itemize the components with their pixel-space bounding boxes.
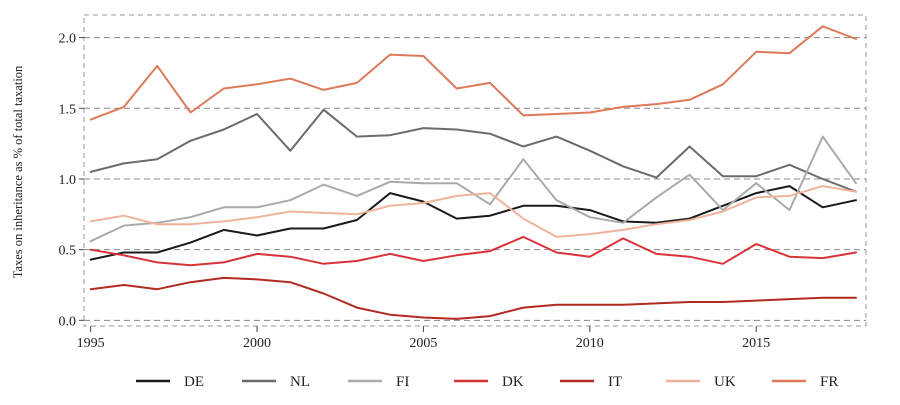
x-tick-label: 2000 [243, 336, 271, 351]
y-tick-label: 0.5 [59, 244, 77, 259]
legend-label-fi: FI [396, 374, 409, 390]
legend: DE NL FI DK IT UK FR [136, 374, 838, 390]
legend-label-de: DE [184, 374, 204, 390]
x-tick-label: 2015 [742, 336, 770, 351]
y-tick-label: 2.0 [59, 32, 77, 47]
series-lines [89, 25, 857, 320]
gridlines [84, 37, 866, 321]
series-line-de [89, 185, 857, 261]
y-axis-title: Taxes on inheritance as % of total taxat… [11, 65, 25, 278]
legend-label-nl: NL [290, 374, 310, 390]
y-axis: 0.0 0.5 1.0 1.5 2.0 [59, 32, 84, 329]
x-axis: 1995 2000 2005 2010 2015 [77, 326, 770, 351]
legend-label-dk: DK [502, 374, 524, 390]
series-line-fi [89, 135, 857, 243]
series-line-it [89, 276, 857, 320]
legend-label-fr: FR [820, 374, 838, 390]
x-tick-label: 2010 [576, 336, 604, 351]
x-tick-label: 1995 [77, 336, 105, 351]
plot-frame [83, 14, 867, 327]
legend-label-uk: UK [714, 374, 736, 390]
series-line-dk [89, 235, 857, 267]
series-line-nl [89, 108, 857, 193]
y-tick-label: 1.5 [59, 102, 77, 117]
series-line-uk [89, 185, 857, 238]
legend-label-it: IT [608, 374, 622, 390]
y-tick-label: 0.0 [59, 314, 77, 329]
x-tick-label: 2005 [409, 336, 437, 351]
series-line-fr [89, 25, 857, 121]
y-tick-label: 1.0 [59, 173, 77, 188]
